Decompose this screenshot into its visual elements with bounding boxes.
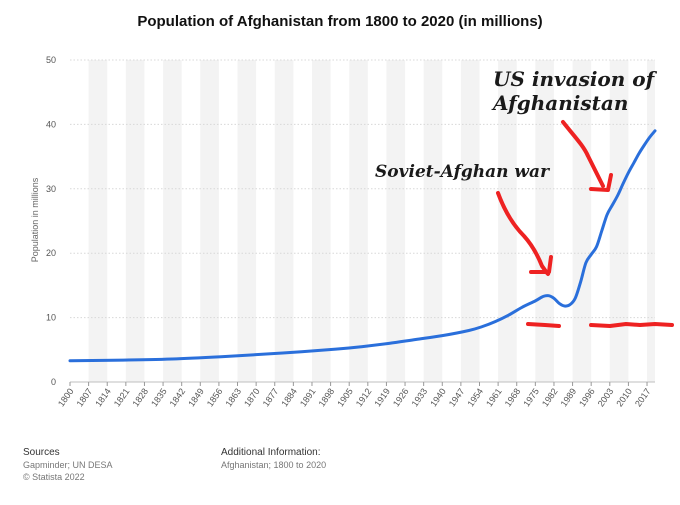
annotation-soviet-afghan-war: Soviet-Afghan war [375,162,550,182]
y-tick-label: 20 [46,248,56,258]
chart-title: Population of Afghanistan from 1800 to 2… [137,13,542,30]
background-band [163,60,182,382]
x-tick-label: 1800 [56,386,76,408]
annotation-us-invasion-line-2: Afghanistan [491,91,628,115]
x-tick-label: 1863 [223,386,243,408]
background-band [237,60,257,382]
x-tick-label: 1856 [205,386,225,408]
x-tick-label: 1821 [112,386,132,408]
background-band [498,60,517,382]
x-tick-label: 1877 [261,386,281,408]
copyright-line: © Statista 2022 [23,472,85,482]
x-tick-label: 1912 [354,386,374,408]
x-tick-label: 1940 [428,386,448,408]
x-tick-label: 1926 [391,386,411,408]
x-tick-label: 1996 [577,386,597,408]
annotation-us-invasion-line-1: US invasion of [493,67,658,91]
background-band [200,60,219,382]
us-invasion-arrowhead [589,173,613,192]
x-tick-label: 1975 [521,386,541,408]
x-tick-label: 1968 [503,386,523,408]
additional-info-heading: Additional Information: [221,447,321,458]
y-axis-label: Population in millions [30,177,40,262]
x-axis-ticks: 1800180718141821182818351842184918561863… [56,382,653,409]
x-tick-label: 2010 [614,386,634,408]
y-tick-label: 30 [46,184,56,194]
background-band [423,60,443,382]
x-tick-label: 1947 [447,386,467,408]
x-tick-label: 1905 [335,386,355,408]
underline-mark-right [589,322,674,328]
x-tick-label: 2017 [633,386,653,408]
x-tick-label: 1842 [168,386,188,408]
x-tick-label: 1884 [279,386,299,408]
x-tick-label: 1814 [93,386,113,408]
sources-line: Gapminder; UN DESA [23,460,113,470]
background-band [274,60,294,382]
chart-background-bands [88,60,655,382]
series-layer [68,129,657,363]
soviet-war-arrowhead [529,255,553,274]
background-band [88,60,108,382]
background-band [535,60,554,382]
background-band [386,60,406,382]
x-tick-label: 1828 [130,386,150,408]
additional-info-line: Afghanistan; 1800 to 2020 [221,460,327,470]
x-tick-label: 1891 [298,386,318,408]
x-tick-label: 1961 [484,386,504,408]
x-tick-label: 1807 [75,386,95,408]
us-invasion-arrow [561,120,605,188]
x-tick-label: 2003 [596,386,616,408]
footer-additional-info: Additional Information: Afghanistan; 180… [221,447,326,471]
background-band [349,60,368,382]
y-tick-label: 40 [46,119,56,129]
y-tick-label: 10 [46,313,56,323]
annotations: Soviet-Afghan war US invasion of Afghani… [375,67,674,328]
x-tick-label: 1849 [186,386,206,408]
x-tick-label: 1898 [317,386,337,408]
background-band [311,60,331,382]
chart-gridlines [70,59,655,383]
underline-mark-left [526,322,561,328]
x-tick-label: 1933 [410,386,430,408]
background-band [609,60,629,382]
y-tick-label: 0 [51,377,56,387]
x-tick-label: 1989 [559,386,579,408]
x-tick-label: 1982 [540,386,560,408]
background-band [647,60,655,382]
background-band [460,60,480,382]
y-axis-ticks: 0 10 20 30 40 50 [46,55,56,387]
x-tick-label: 1919 [372,386,392,408]
y-tick-label: 50 [46,55,56,65]
x-tick-label: 1954 [465,386,485,408]
background-band [125,60,145,382]
x-tick-label: 1870 [242,386,262,408]
sources-heading: Sources [23,447,60,458]
x-tick-label: 1835 [149,386,169,408]
footer-sources: Sources Gapminder; UN DESA © Statista 20… [23,447,113,483]
population-line [68,129,657,363]
